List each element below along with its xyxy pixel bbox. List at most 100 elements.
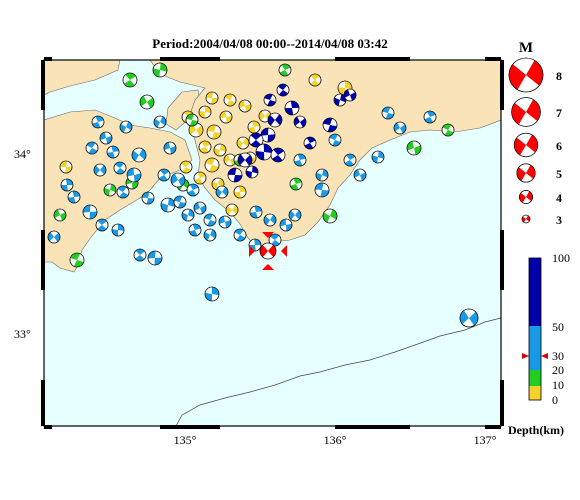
magnitude-legend-ball-4 xyxy=(519,190,533,204)
event-marker xyxy=(249,205,263,219)
magnitude-legend-ball-6 xyxy=(513,132,539,158)
magnitude-legend-ball-8 xyxy=(508,57,544,93)
event-marker xyxy=(284,100,300,116)
magnitude-legend-ball-3 xyxy=(521,214,531,224)
event-marker xyxy=(186,183,200,197)
magnitude-legend-ball-5 xyxy=(516,163,536,183)
event-marker xyxy=(247,120,261,134)
event-marker xyxy=(459,308,479,328)
highlight-event-pointer xyxy=(249,245,255,257)
event-marker xyxy=(93,163,107,177)
event-marker xyxy=(204,286,220,302)
lat-tick-34: 34° xyxy=(14,147,31,161)
event-marker xyxy=(238,99,252,113)
event-marker xyxy=(223,153,237,167)
lon-tick-136: 136° xyxy=(324,433,347,447)
event-marker xyxy=(333,93,347,107)
magnitude-legend-label-5: 5 xyxy=(556,167,562,181)
event-marker xyxy=(131,147,147,163)
magnitude-legend-ball-7 xyxy=(511,97,541,127)
depth-tick-50: 50 xyxy=(552,320,564,334)
event-marker xyxy=(91,115,105,129)
event-marker xyxy=(179,160,193,174)
event-marker xyxy=(406,140,422,156)
event-marker xyxy=(225,203,239,217)
event-marker xyxy=(116,185,130,199)
trench-line xyxy=(175,317,501,426)
event-marker xyxy=(263,213,277,227)
event-marker xyxy=(218,215,232,229)
event-marker xyxy=(255,143,273,161)
event-marker xyxy=(173,195,187,209)
event-marker xyxy=(47,230,61,244)
event-marker xyxy=(288,208,302,222)
depth-marker-right xyxy=(541,353,548,359)
event-marker xyxy=(278,63,292,77)
depth-bar-surface xyxy=(529,386,541,400)
event-marker xyxy=(322,208,338,224)
event-marker xyxy=(113,161,127,175)
event-marker xyxy=(53,208,67,222)
highlight-event-pointer xyxy=(262,232,274,238)
event-marker xyxy=(381,106,395,120)
event-marker xyxy=(141,191,155,205)
event-marker xyxy=(133,248,147,262)
event-marker xyxy=(106,145,120,159)
event-layer xyxy=(47,62,479,328)
lon-tick-135: 135° xyxy=(174,433,197,447)
frame-ticks xyxy=(41,57,504,429)
depth-marker-left xyxy=(522,353,529,359)
event-marker xyxy=(60,178,74,192)
event-marker xyxy=(219,110,233,124)
depth-bar-frame xyxy=(528,257,542,401)
event-marker xyxy=(315,168,329,182)
event-marker xyxy=(126,167,142,183)
event-marker xyxy=(103,183,117,197)
event-marker xyxy=(205,91,219,105)
event-marker xyxy=(69,252,85,268)
event-marker xyxy=(270,147,286,163)
event-marker xyxy=(188,223,202,237)
event-marker xyxy=(203,228,217,242)
event-marker xyxy=(67,190,81,204)
event-marker xyxy=(279,218,293,232)
event-marker xyxy=(328,133,342,147)
map-title: Period:2004/04/08 00:00--2014/04/08 03:4… xyxy=(152,36,388,51)
event-marker xyxy=(99,131,113,145)
event-marker xyxy=(233,185,247,199)
event-marker xyxy=(119,120,133,134)
magnitude-legend-title: M xyxy=(519,40,533,56)
event-marker xyxy=(193,201,207,215)
event-marker xyxy=(157,168,171,182)
event-marker xyxy=(152,62,168,78)
highlight-event-pointer xyxy=(262,264,274,270)
event-marker xyxy=(181,208,195,222)
event-marker xyxy=(441,123,455,137)
depth-tick-0: 0 xyxy=(552,393,558,407)
event-marker xyxy=(393,121,407,135)
depth-tick-100: 100 xyxy=(552,251,570,265)
event-marker xyxy=(353,168,367,182)
depth-tick-10: 10 xyxy=(552,378,564,392)
depth-bar-shallow xyxy=(529,370,541,386)
lat-tick-33: 33° xyxy=(14,327,31,341)
event-marker xyxy=(293,115,307,129)
event-marker xyxy=(198,105,212,119)
event-marker xyxy=(322,117,338,133)
event-marker xyxy=(227,167,243,183)
event-marker xyxy=(153,115,167,129)
highlight-event-pointer xyxy=(281,245,287,257)
event-marker xyxy=(237,152,253,168)
event-marker xyxy=(59,160,73,174)
event-marker xyxy=(185,113,199,127)
event-marker xyxy=(85,141,99,155)
event-marker xyxy=(160,197,176,213)
event-marker xyxy=(245,165,259,179)
event-marker xyxy=(139,94,155,110)
magnitude-legend-label-8: 8 xyxy=(556,69,562,83)
event-marker xyxy=(268,233,282,247)
event-marker xyxy=(223,93,237,107)
event-marker xyxy=(193,171,207,185)
event-marker xyxy=(314,182,330,198)
